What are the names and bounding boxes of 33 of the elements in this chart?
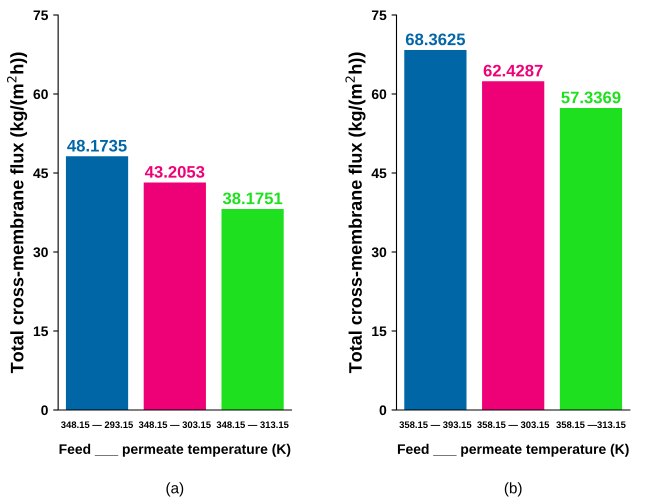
data-label: 48.1735 <box>67 140 127 152</box>
y-tick-label: 0 <box>380 405 386 416</box>
x-tick-label: 358.15 — 393.15 <box>399 421 472 428</box>
y-tick-label: 45 <box>372 168 386 178</box>
y-axis-title: Total cross-membrane flux (kg/(m$^{2}$h)) <box>345 52 366 374</box>
y-tick-label: 15 <box>372 326 386 336</box>
bar <box>221 208 284 410</box>
text: (a) <box>166 482 184 496</box>
y-tick-label: 75 <box>372 10 386 20</box>
x-axis-title: Feed ___ permeate temperature (K) <box>60 444 290 457</box>
data-label: 62.4287 <box>484 64 543 77</box>
data-label: 43.2053 <box>144 166 204 178</box>
data-label: 57.3369 <box>561 92 620 104</box>
text: (b) <box>504 482 522 496</box>
x-tick-label: 348.15 — 303.15 <box>138 421 211 428</box>
y-axis-title: Total cross-membrane flux (kg/(m$^{2}$h)) <box>7 52 28 374</box>
y-tick-label: 30 <box>372 247 386 258</box>
y-tick-label: 30 <box>33 247 48 258</box>
x-tick-label: 358.15 — 303.15 <box>477 421 550 428</box>
x-axis-title: Feed ___ permeate temperature (K) <box>398 444 629 457</box>
data-label: 38.1751 <box>222 192 282 204</box>
y-tick-label: 75 <box>34 10 48 20</box>
data-label: 68.3625 <box>406 33 466 46</box>
x-tick-label: 348.15 — 313.15 <box>216 421 289 428</box>
x-tick-label: 348.15 — 293.15 <box>61 421 134 428</box>
y-tick-label: 60 <box>372 89 386 100</box>
bar <box>66 156 128 410</box>
y-tick-label: 0 <box>41 405 48 416</box>
y-tick-label: 15 <box>34 326 48 336</box>
x-tick-label: 358.15 —313.15 <box>556 421 626 428</box>
y-tick-label: 45 <box>33 168 48 178</box>
bar <box>144 182 206 410</box>
y-tick-label: 60 <box>33 89 48 100</box>
